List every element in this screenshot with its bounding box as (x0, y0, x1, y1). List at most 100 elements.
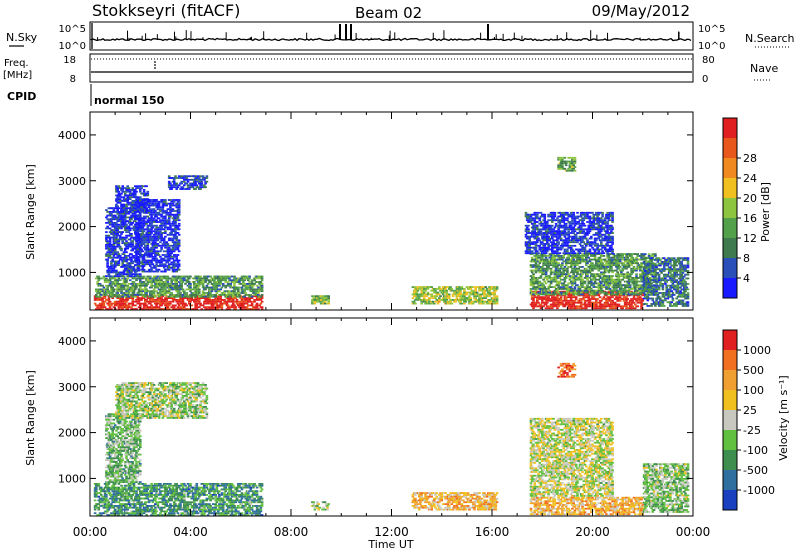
data-cell (141, 217, 145, 220)
data-cell (438, 293, 441, 296)
data-cell (547, 267, 550, 270)
data-cell (200, 180, 204, 183)
data-cell (164, 244, 167, 247)
nsearch-label: N.Search (745, 32, 795, 45)
data-cell (213, 300, 216, 303)
data-cell (137, 265, 141, 267)
data-cell (146, 243, 150, 245)
data-cell (177, 202, 181, 205)
data-cell (427, 300, 431, 303)
data-cell (569, 266, 573, 268)
data-cell (571, 290, 574, 293)
data-cell (152, 217, 156, 220)
data-cell (240, 277, 244, 280)
data-cell (542, 278, 545, 281)
data-cell (151, 284, 155, 287)
data-cell (573, 266, 577, 268)
data-cell (145, 288, 148, 291)
data-cell (259, 281, 263, 283)
data-cell (117, 295, 121, 298)
data-cell (144, 295, 147, 298)
data-cell (608, 307, 612, 310)
data-cell (155, 244, 158, 247)
data-cell (541, 299, 544, 302)
data-cell (216, 308, 220, 310)
data-cell (136, 252, 140, 255)
beam-title: Beam 02 (355, 4, 422, 22)
data-cell (530, 278, 534, 281)
data-cell (151, 299, 155, 301)
data-cell (538, 255, 542, 257)
data-cell (145, 292, 148, 294)
data-cell (564, 293, 568, 296)
data-cell (479, 302, 482, 305)
data-cell (242, 288, 245, 291)
data-cell (247, 279, 250, 282)
data-cell (568, 288, 572, 290)
data-cell (479, 295, 482, 298)
data-cell (142, 230, 146, 233)
data-cell (546, 278, 549, 281)
data-cell (171, 257, 175, 260)
data-cell (139, 237, 142, 240)
data-cell (635, 299, 638, 302)
data-cell (576, 269, 579, 272)
data-cell (172, 184, 176, 187)
data-cell (122, 205, 126, 208)
data-cell (234, 294, 238, 296)
data-cell (115, 269, 118, 272)
data-cell (209, 294, 212, 296)
data-cell (556, 280, 559, 283)
data-cell (171, 199, 175, 201)
data-cell (176, 226, 180, 229)
data-cell (171, 246, 175, 249)
data-cell (121, 218, 124, 221)
nsky-line (90, 37, 692, 42)
data-cell (254, 288, 258, 291)
data-cell (194, 182, 197, 185)
data-cell (185, 182, 189, 185)
data-cell (141, 283, 145, 285)
data-cell (110, 229, 113, 232)
data-cell (258, 275, 261, 278)
data-cell (177, 243, 181, 245)
station-title: Stokkseyri (fitACF) (92, 1, 240, 20)
data-cell (150, 230, 153, 233)
data-cell (131, 240, 135, 243)
data-cell (195, 177, 199, 179)
data-cell (176, 266, 180, 269)
data-cell (112, 238, 116, 241)
data-cell (159, 206, 162, 209)
data-cell (567, 262, 570, 265)
data-cell (122, 253, 126, 255)
data-cell (422, 295, 426, 298)
data-cell (208, 306, 211, 309)
data-cell (160, 297, 163, 299)
data-cell (260, 290, 264, 293)
data-cell (151, 263, 155, 266)
data-cell (144, 270, 147, 273)
data-cell (142, 189, 146, 191)
data-cell (238, 295, 241, 298)
data-cell (169, 254, 172, 256)
data-cell (140, 284, 143, 287)
data-cell (113, 223, 117, 226)
data-cell (203, 297, 206, 299)
data-cell (140, 292, 143, 294)
data-cell (154, 241, 157, 244)
data-cell (177, 281, 181, 283)
data-cell (161, 290, 165, 293)
data-cell (567, 301, 570, 304)
data-cell (205, 180, 209, 183)
data-cell (547, 264, 550, 266)
data-cell (189, 286, 192, 289)
data-cell (586, 291, 589, 294)
data-cell (111, 295, 114, 298)
data-cell (253, 283, 256, 285)
data-cell (592, 303, 596, 306)
data-cell (107, 297, 111, 299)
data-cell (174, 304, 177, 307)
data-cell (149, 250, 152, 253)
data-cell (105, 294, 108, 296)
data-cell (105, 227, 108, 230)
